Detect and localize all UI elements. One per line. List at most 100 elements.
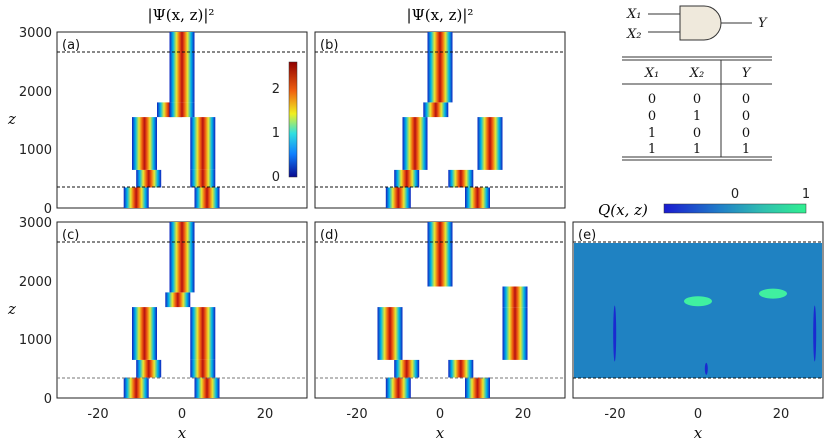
psi-title-right: |Ψ(x, z)|²: [407, 6, 474, 24]
beam-segment: [502, 286, 528, 307]
ztick-bot-2000: 2000: [19, 275, 52, 290]
panel-d-beams: [377, 222, 528, 398]
truth-table: X₁ X₂ Y 0 0 0 0 1 0 1 0 0 1 1 1: [622, 56, 772, 161]
xlabel-c: x: [178, 424, 187, 442]
ztick-top-0: 0: [44, 202, 52, 217]
y-axis-bottom: 0 1000 2000 3000 z: [7, 216, 52, 407]
tt-cell: 1: [693, 142, 701, 157]
q-feature: [613, 305, 617, 362]
panel-e: (e): [572, 221, 824, 399]
beam-segment: [190, 307, 216, 360]
q-cb-tick-1: 1: [802, 187, 810, 202]
tt-cell: 0: [693, 92, 701, 107]
and-gate-diagram: X₁ X₂ Y: [626, 5, 768, 42]
tt-header-y: Y: [742, 66, 752, 81]
beam-segment: [385, 187, 411, 208]
q-feature: [684, 296, 712, 307]
panel-a: (a): [56, 31, 308, 209]
tt-cell: 1: [693, 109, 701, 124]
beam-segment: [169, 222, 195, 293]
q-cb-tick-0: 0: [731, 187, 739, 202]
gate-input-1: X₁: [626, 7, 641, 22]
beam-segment: [427, 32, 453, 103]
beam-segment: [123, 187, 149, 208]
psi-cb-tick-1: 1: [272, 126, 280, 141]
x-axis-e: -20 0 20 x: [604, 407, 789, 442]
beam-segment: [190, 117, 216, 170]
panel-c-beams: [123, 222, 220, 398]
psi-title-left: |Ψ(x, z)|²: [148, 6, 215, 24]
beam-segment: [190, 359, 216, 378]
xtick-e-0: 0: [694, 407, 702, 422]
panel-c: (c): [56, 221, 308, 399]
tt-cell: 1: [742, 142, 750, 157]
ztick-top-2000: 2000: [19, 85, 52, 100]
xtick-e-neg20: -20: [604, 407, 625, 422]
panel-d-label: (d): [320, 228, 338, 243]
panel-a-beams: [123, 32, 220, 208]
tt-header-x2: X₂: [689, 66, 704, 81]
x-axis-c: -20 0 20 x: [87, 407, 273, 442]
ylabel-top: z: [7, 110, 16, 128]
beam-segment: [132, 117, 157, 170]
tt-cell: 0: [648, 92, 656, 107]
beam-segment: [136, 169, 162, 188]
psi-colorbar-bar: [288, 61, 298, 178]
x-axis-d: -20 0 20 x: [346, 407, 531, 442]
panel-b: (b): [314, 31, 566, 209]
beam-segment: [502, 307, 528, 360]
xtick-c-20: 20: [257, 407, 274, 422]
y-axis-top: 0 1000 2000 3000 z: [7, 26, 52, 217]
gate-output: Y: [758, 16, 768, 31]
beam-segment: [448, 359, 474, 378]
panel-c-label: (c): [62, 228, 79, 243]
beam-segment: [402, 117, 428, 170]
tt-cell: 0: [648, 109, 656, 124]
tt-cell: 0: [742, 126, 750, 141]
beam-segment: [123, 377, 149, 398]
beam-segment: [465, 377, 490, 398]
xtick-d-neg20: -20: [346, 407, 367, 422]
xtick-d-20: 20: [515, 407, 532, 422]
xtick-d-0: 0: [436, 407, 444, 422]
q-colorbar: 0 1: [663, 187, 810, 214]
beam-segment: [136, 359, 162, 378]
panel-e-label: (e): [578, 228, 596, 243]
beam-segment: [377, 307, 403, 360]
beam-segment: [423, 102, 449, 118]
gate-input-2: X₂: [626, 27, 641, 42]
panel-e-features: [613, 288, 817, 375]
tt-cell: 0: [693, 126, 701, 141]
panel-b-beams: [385, 32, 503, 208]
beam-segment: [394, 169, 420, 188]
beam-segment: [132, 307, 157, 360]
ztick-bot-0: 0: [44, 392, 52, 407]
q-colorbar-bar: [663, 203, 807, 214]
tt-header-x1: X₁: [644, 66, 659, 81]
psi-colorbar: 0 1 2: [272, 61, 298, 185]
tt-cell: 1: [648, 142, 656, 157]
ztick-top-1000: 1000: [19, 143, 52, 158]
beam-segment: [194, 187, 220, 208]
tt-cell: 0: [742, 109, 750, 124]
ztick-top-3000: 3000: [19, 26, 52, 41]
tt-cell: 0: [742, 92, 750, 107]
beam-segment: [169, 102, 195, 118]
beam-segment: [448, 169, 474, 188]
beam-segment: [427, 222, 453, 287]
and-gate-icon: [679, 5, 722, 41]
psi-cb-tick-0: 0: [272, 170, 280, 185]
q-feature: [759, 288, 787, 299]
xlabel-d: x: [436, 424, 445, 442]
beam-segment: [165, 292, 191, 308]
beam-segment: [169, 32, 195, 103]
tt-cell: 1: [648, 126, 656, 141]
panel-b-label: (b): [320, 38, 338, 53]
beam-segment: [477, 117, 503, 170]
xlabel-e: x: [694, 424, 703, 442]
q-label: Q(x, z): [598, 201, 648, 219]
panel-d: (d): [314, 221, 566, 399]
beam-segment: [194, 377, 220, 398]
beam-segment: [394, 359, 420, 378]
q-feature: [813, 305, 817, 362]
